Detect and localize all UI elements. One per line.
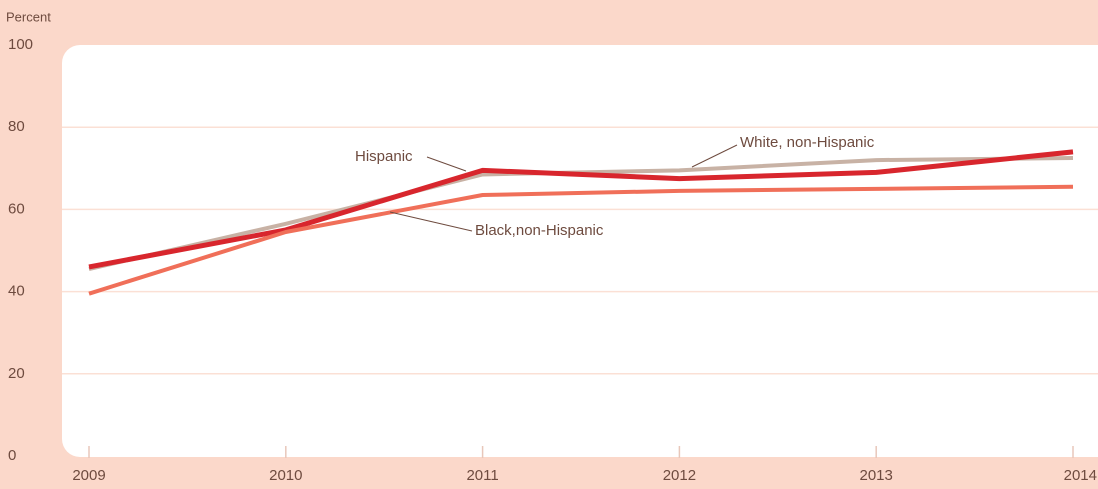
x-tick-label: 2014 xyxy=(1064,467,1097,484)
y-tick-label: 40 xyxy=(8,283,25,300)
y-tick-label: 80 xyxy=(8,118,25,135)
series-line xyxy=(88,149,1074,270)
x-tick-label: 2011 xyxy=(466,467,498,484)
leader-line xyxy=(691,144,738,168)
plot-area xyxy=(62,45,1098,457)
x-tick-label: 2010 xyxy=(269,467,302,484)
leader-line xyxy=(389,211,473,232)
y-tick-label: 0 xyxy=(8,447,16,464)
y-tick-label: 20 xyxy=(8,365,25,382)
x-tick-label: 2009 xyxy=(72,467,105,484)
series-label: White, non-Hispanic xyxy=(740,134,875,151)
series-label: Hispanic xyxy=(355,148,413,165)
y-axis-label: Percent xyxy=(6,9,51,24)
x-tick-label: 2012 xyxy=(663,467,696,484)
y-tick-label: 60 xyxy=(8,200,25,217)
series-label: Black,non-Hispanic xyxy=(475,222,604,239)
x-tick-label: 2013 xyxy=(860,467,893,484)
series-line xyxy=(88,184,1074,296)
y-tick-label: 100 xyxy=(8,36,33,53)
leader-line xyxy=(426,156,467,172)
